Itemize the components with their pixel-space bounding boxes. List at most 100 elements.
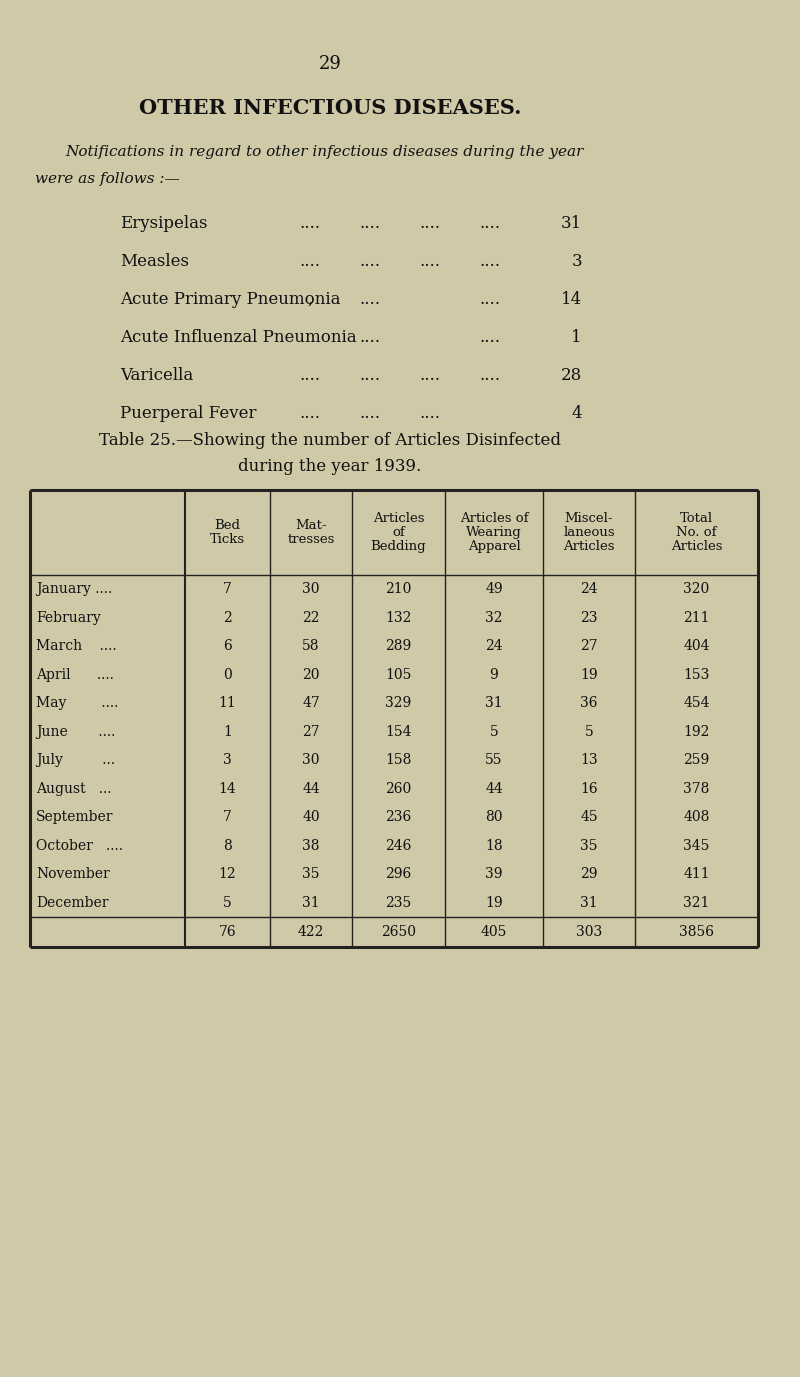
Text: Acute Primary Pneumonia: Acute Primary Pneumonia	[120, 291, 341, 308]
Text: Table 25.—Showing the number of Articles Disinfected: Table 25.—Showing the number of Articles…	[99, 432, 561, 449]
Text: 6: 6	[223, 639, 232, 653]
Text: 76: 76	[218, 925, 236, 939]
Text: 289: 289	[386, 639, 412, 653]
Text: 16: 16	[580, 782, 598, 796]
Text: OTHER INFECTIOUS DISEASES.: OTHER INFECTIOUS DISEASES.	[138, 98, 522, 118]
Text: ....: ....	[479, 215, 501, 231]
Text: 36: 36	[580, 697, 598, 711]
Text: Puerperal Fever: Puerperal Fever	[120, 405, 257, 421]
Text: ....: ....	[299, 405, 321, 421]
Text: November: November	[36, 868, 110, 881]
Text: laneous: laneous	[563, 526, 615, 538]
Text: 29: 29	[580, 868, 598, 881]
Text: Measles: Measles	[120, 253, 189, 270]
Text: 28: 28	[561, 368, 582, 384]
Text: 5: 5	[585, 724, 594, 738]
Text: ....: ....	[359, 253, 381, 270]
Text: 49: 49	[485, 582, 503, 596]
Text: October   ....: October ....	[36, 839, 123, 852]
Text: 2: 2	[223, 611, 232, 625]
Text: 39: 39	[486, 868, 502, 881]
Text: 105: 105	[386, 668, 412, 682]
Text: 260: 260	[386, 782, 412, 796]
Text: 3856: 3856	[679, 925, 714, 939]
Text: Bedding: Bedding	[370, 540, 426, 554]
Text: 259: 259	[683, 753, 710, 767]
Text: 422: 422	[298, 925, 324, 939]
Text: 47: 47	[302, 697, 320, 711]
Text: Articles of: Articles of	[460, 512, 528, 525]
Text: 9: 9	[490, 668, 498, 682]
Text: ....: ....	[359, 405, 381, 421]
Text: ....: ....	[479, 329, 501, 346]
Text: Articles: Articles	[563, 540, 614, 554]
Text: ,: ,	[307, 291, 313, 308]
Text: 30: 30	[302, 753, 320, 767]
Text: February: February	[36, 611, 101, 625]
Text: were as follows :—: were as follows :—	[35, 172, 180, 186]
Text: 14: 14	[561, 291, 582, 308]
Text: Bed: Bed	[214, 519, 241, 532]
Text: ....: ....	[419, 368, 441, 384]
Text: ....: ....	[479, 368, 501, 384]
Text: September: September	[36, 810, 114, 825]
Text: 211: 211	[683, 611, 710, 625]
Text: 24: 24	[580, 582, 598, 596]
Text: 378: 378	[683, 782, 710, 796]
Text: ....: ....	[299, 368, 321, 384]
Text: 404: 404	[683, 639, 710, 653]
Text: Erysipelas: Erysipelas	[120, 215, 207, 231]
Text: April      ....: April ....	[36, 668, 114, 682]
Text: 32: 32	[486, 611, 502, 625]
Text: Notifications in regard to other infectious diseases during the year: Notifications in regard to other infecti…	[65, 145, 583, 158]
Text: 246: 246	[386, 839, 412, 852]
Text: 320: 320	[683, 582, 710, 596]
Text: 4: 4	[571, 405, 582, 421]
Text: 40: 40	[302, 810, 320, 825]
Text: 12: 12	[218, 868, 236, 881]
Text: 1: 1	[571, 329, 582, 346]
Text: 2650: 2650	[381, 925, 416, 939]
Text: ....: ....	[359, 329, 381, 346]
Text: 19: 19	[485, 896, 503, 910]
Text: 31: 31	[561, 215, 582, 231]
Text: 80: 80	[486, 810, 502, 825]
Text: ....: ....	[419, 215, 441, 231]
Text: during the year 1939.: during the year 1939.	[238, 459, 422, 475]
Text: Wearing: Wearing	[466, 526, 522, 538]
Text: ....: ....	[419, 253, 441, 270]
Text: 454: 454	[683, 697, 710, 711]
Text: 23: 23	[580, 611, 598, 625]
Text: 411: 411	[683, 868, 710, 881]
Text: Acute Influenzal Pneumonia: Acute Influenzal Pneumonia	[120, 329, 357, 346]
Text: No. of: No. of	[676, 526, 717, 538]
Text: 31: 31	[580, 896, 598, 910]
Text: Articles: Articles	[373, 512, 424, 525]
Text: December: December	[36, 896, 109, 910]
Text: March    ....: March ....	[36, 639, 117, 653]
Text: ....: ....	[479, 253, 501, 270]
Text: 14: 14	[218, 782, 236, 796]
Text: 132: 132	[386, 611, 412, 625]
Text: 210: 210	[386, 582, 412, 596]
Text: 11: 11	[218, 697, 236, 711]
Text: of: of	[392, 526, 405, 538]
Text: 7: 7	[223, 810, 232, 825]
Text: Miscel-: Miscel-	[565, 512, 614, 525]
Text: 31: 31	[302, 896, 320, 910]
Text: 405: 405	[481, 925, 507, 939]
Text: 30: 30	[302, 582, 320, 596]
Text: Mat-: Mat-	[295, 519, 326, 532]
Text: ....: ....	[359, 291, 381, 308]
Text: ....: ....	[299, 215, 321, 231]
Text: 3: 3	[223, 753, 232, 767]
Text: 303: 303	[576, 925, 602, 939]
Text: May        ....: May ....	[36, 697, 118, 711]
Text: 29: 29	[318, 55, 342, 73]
Text: 27: 27	[302, 724, 320, 738]
Text: 31: 31	[485, 697, 503, 711]
Text: ....: ....	[419, 405, 441, 421]
Text: ....: ....	[299, 253, 321, 270]
Text: 0: 0	[223, 668, 232, 682]
Text: 13: 13	[580, 753, 598, 767]
